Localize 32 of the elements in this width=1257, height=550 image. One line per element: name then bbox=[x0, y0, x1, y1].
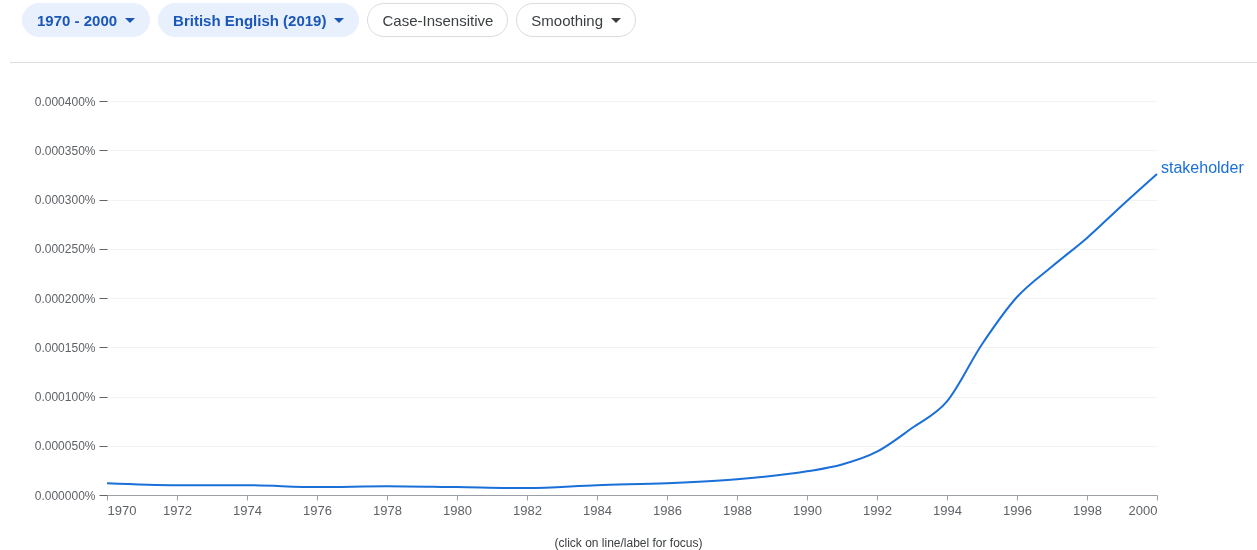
x-tick-label: 1980 bbox=[443, 502, 472, 518]
x-tick-label: 1984 bbox=[583, 502, 612, 518]
y-tick-label: 0.000250% bbox=[34, 242, 96, 257]
y-tick-label: 0.000000% bbox=[34, 488, 96, 503]
text: Smoothing bbox=[531, 11, 604, 29]
y-tick-label: 0.000100% bbox=[34, 390, 96, 404]
x-tick-label: 1982 bbox=[513, 502, 542, 518]
text: 1970 - 2000 bbox=[37, 11, 118, 29]
x-tick-label: 1998 bbox=[1073, 502, 1102, 518]
text: British English (2019) bbox=[173, 11, 327, 29]
x-tick-label: 1978 bbox=[373, 502, 402, 518]
x-tick-label: 1970 bbox=[107, 502, 137, 518]
x-tick-label: 1974 bbox=[233, 502, 262, 518]
x-tick-label: 1976 bbox=[303, 502, 332, 518]
x-tick-label: 1986 bbox=[653, 502, 682, 518]
line-series bbox=[106, 172, 1158, 490]
y-tick-label: 0.000150% bbox=[34, 340, 96, 355]
x-tick-label: 2000 bbox=[1128, 502, 1158, 518]
series-label: stakeholder bbox=[1161, 158, 1245, 176]
y-tick-label: 0.000300% bbox=[34, 193, 96, 207]
y-tick-label: 0.000400% bbox=[34, 94, 96, 109]
y-tick-label: 0.000050% bbox=[34, 439, 96, 454]
x-tick-label: 1988 bbox=[723, 502, 752, 518]
text: (click on line/label for focus) bbox=[553, 536, 704, 550]
text: Case-Insensitive bbox=[382, 11, 494, 29]
x-tick-label: 1990 bbox=[793, 502, 822, 518]
x-tick-label: 1992 bbox=[863, 502, 892, 518]
x-tick-label: 1972 bbox=[163, 502, 192, 518]
y-tick-label: 0.000200% bbox=[34, 291, 96, 306]
y-tick-label: 0.000350% bbox=[34, 143, 96, 158]
x-tick-label: 1994 bbox=[933, 502, 962, 518]
x-tick-label: 1996 bbox=[1003, 502, 1032, 518]
